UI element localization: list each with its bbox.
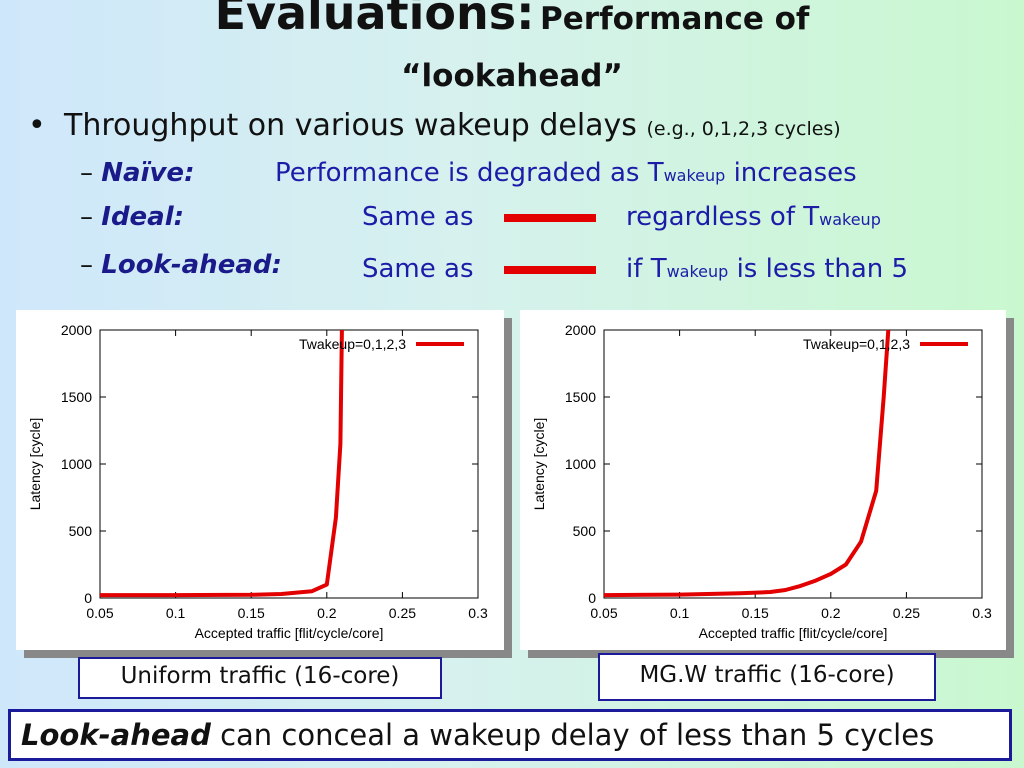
x-tick-label: 0.05 bbox=[86, 605, 113, 621]
y-tick-label: 0 bbox=[588, 590, 596, 606]
y-tick-label: 1000 bbox=[61, 456, 92, 472]
lookahead-text-pre: if T bbox=[626, 254, 667, 284]
x-tick-label: 0.15 bbox=[238, 605, 265, 621]
bullet-note: (e.g., 0,1,2,3 cycles) bbox=[646, 118, 841, 140]
red-line-swatch bbox=[503, 265, 596, 274]
ideal-text-pre: regardless of T bbox=[626, 202, 820, 232]
chart-uniform: 0 500 1000 1500 2000 0.05 0.1 0.15 0.2 0.25 0.3 Acc… bbox=[16, 310, 504, 650]
y-tick-label: 500 bbox=[69, 523, 93, 539]
x-tick-label: 0.25 bbox=[389, 605, 416, 621]
red-line-swatch bbox=[503, 213, 596, 222]
lookahead-text-post: is less than 5 bbox=[728, 254, 909, 284]
plot-frame bbox=[603, 329, 983, 599]
y-tick-label: 1000 bbox=[565, 456, 596, 472]
naive-text-post: increases bbox=[725, 158, 857, 188]
subitem-naive-text: Performance is degraded as Twakeup incre… bbox=[275, 158, 857, 188]
x-tick-label: 0.1 bbox=[670, 605, 690, 621]
x-tick-label: 0.05 bbox=[590, 605, 617, 621]
x-axis-label: Accepted traffic [flit/cycle/core] bbox=[195, 625, 384, 641]
y-axis-label: Latency [cycle] bbox=[27, 418, 43, 511]
legend-label: Twakeup=0,1,2,3 bbox=[299, 336, 406, 352]
main-bullet: • Throughput on various wakeup delays (e.… bbox=[28, 108, 841, 143]
caption-uniform: Uniform traffic (16-core) bbox=[78, 657, 442, 699]
x-tick-label: 0.1 bbox=[166, 605, 186, 621]
conclusion-em: Look-ahead bbox=[21, 718, 211, 752]
y-tick-label: 2000 bbox=[61, 322, 92, 338]
subitem-naive: – Naïve: bbox=[80, 158, 194, 188]
plot-frame bbox=[99, 329, 479, 599]
ideal-same-as: Same as bbox=[362, 202, 474, 232]
dash: – bbox=[80, 158, 93, 188]
subitem-lookahead-text: Same as if Twakeup is less than 5 bbox=[362, 254, 908, 284]
conclusion-box: Look-ahead can conceal a wakeup delay of… bbox=[8, 709, 1012, 761]
title-main: Evaluations: bbox=[214, 0, 535, 40]
y-tick-label: 500 bbox=[573, 523, 597, 539]
caption-mgw: MG.W traffic (16-core) bbox=[598, 653, 936, 701]
x-tick-label: 0.15 bbox=[742, 605, 769, 621]
bullet-text: Throughput on various wakeup delays bbox=[64, 108, 637, 143]
dash: – bbox=[80, 202, 93, 232]
subitem-label: Look-ahead: bbox=[101, 250, 282, 280]
subitem-label: Naïve: bbox=[101, 158, 195, 188]
y-tick-label: 1500 bbox=[61, 389, 92, 405]
conclusion-rest: can conceal a wakeup delay of less than … bbox=[210, 718, 935, 752]
subitem-label: Ideal: bbox=[101, 202, 185, 232]
subitem-ideal: – Ideal: bbox=[80, 202, 184, 232]
y-axis-label: Latency [cycle] bbox=[531, 418, 547, 511]
subitem-lookahead: – Look-ahead: bbox=[80, 250, 282, 280]
x-tick-label: 0.2 bbox=[317, 605, 337, 621]
bullet-dot: • bbox=[28, 108, 46, 143]
title-sub: Performance of bbox=[540, 1, 810, 37]
naive-text-sub: wakeup bbox=[663, 166, 726, 185]
ideal-text-sub: wakeup bbox=[819, 210, 881, 229]
slide-title: Evaluations: Performance of bbox=[0, 0, 1024, 40]
x-tick-label: 0.25 bbox=[893, 605, 920, 621]
x-tick-label: 0.3 bbox=[972, 605, 992, 621]
series-line bbox=[100, 329, 344, 598]
y-tick-label: 1500 bbox=[565, 389, 596, 405]
x-axis-label: Accepted traffic [flit/cycle/core] bbox=[699, 625, 888, 641]
y-tick-label: 2000 bbox=[565, 322, 596, 338]
chart-mgw-svg: 0 500 1000 1500 2000 0.05 0.1 0.15 0.2 0.25 0.3 Acc… bbox=[531, 322, 992, 641]
dash: – bbox=[80, 250, 93, 280]
lookahead-same-as: Same as bbox=[362, 254, 474, 284]
chart-uniform-svg: 0 500 1000 1500 2000 0.05 0.1 0.15 0.2 0.25 0.3 Acc… bbox=[27, 322, 488, 641]
x-tick-label: 0.3 bbox=[468, 605, 488, 621]
x-tick-label: 0.2 bbox=[821, 605, 841, 621]
lookahead-text-sub: wakeup bbox=[666, 262, 729, 281]
y-tick-label: 0 bbox=[84, 590, 92, 606]
title-line2: “lookahead” bbox=[401, 58, 623, 94]
series-line bbox=[603, 329, 891, 598]
chart-mgw: 0 500 1000 1500 2000 0.05 0.1 0.15 0.2 0.25 0.3 Acc… bbox=[520, 310, 1006, 650]
legend-label: Twakeup=0,1,2,3 bbox=[803, 336, 910, 352]
naive-text-pre: Performance is degraded as T bbox=[275, 158, 664, 188]
subitem-ideal-text: Same as regardless of Twakeup bbox=[362, 202, 881, 232]
